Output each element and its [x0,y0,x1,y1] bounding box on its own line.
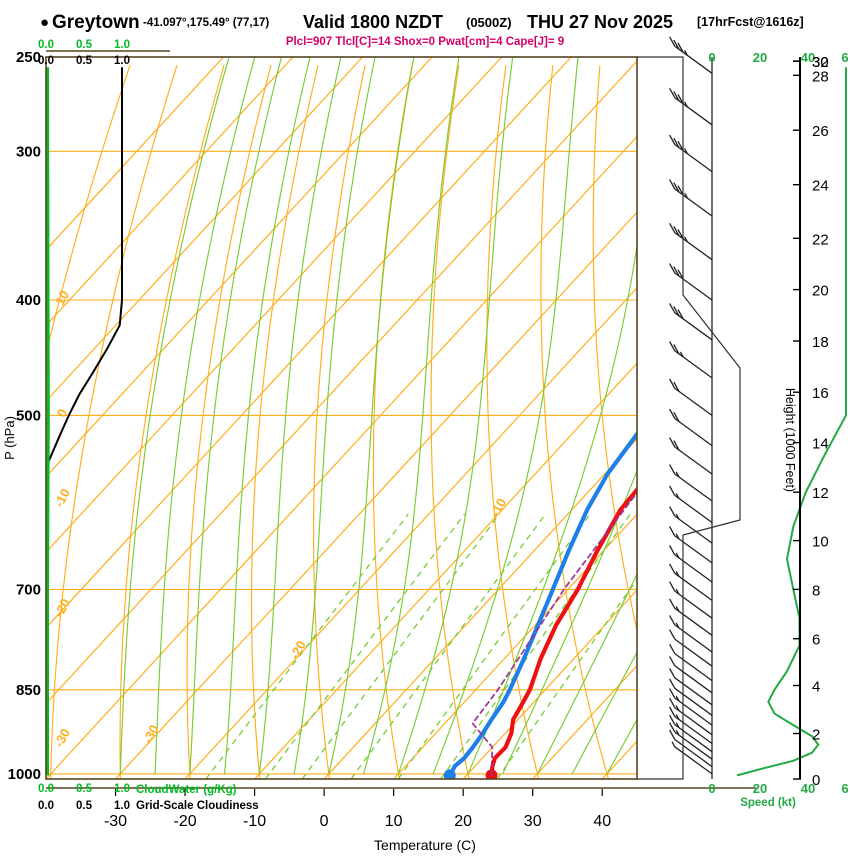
cloudwater-tick-top: 0.0 [38,39,54,51]
height-tick: 28 [812,68,829,85]
svg-text:-30: -30 [51,726,73,750]
pressure-axis-label: P (hPa) [2,416,17,460]
height-tick: 8 [812,582,820,599]
cloudiness-tick: 1.0 [114,800,130,812]
pressure-tick: 400 [16,292,41,309]
station-marker-icon: ● [40,14,49,31]
utc-time: (0500Z) [466,15,512,30]
height-tick: 18 [812,334,829,351]
height-tick: 22 [812,231,829,248]
svg-text:-20: -20 [51,596,73,620]
sounding-curves [443,430,637,779]
cloudwater-axis-label: CloudWater (g/Kg) [136,784,237,796]
height-tick: 24 [812,178,829,195]
pressure-tick: 500 [16,407,41,424]
pressure-tick: 1000 [8,766,41,783]
pressure-tick: 250 [16,49,41,66]
pressure-tick: 700 [16,581,41,598]
cloudwater-tick: 0.0 [38,783,54,795]
speed-tick-bottom: 6 [841,781,848,796]
temperature-axis-label: Temperature (C) [374,837,476,853]
speed-tick-top: 0 [708,50,715,65]
height-tick: 14 [812,436,829,453]
cloudiness-axis-label: Grid-Scale Cloudiness [136,800,259,812]
header-block: ● Greytown -41.097°,175.49° (77,17) Vali… [40,12,804,48]
cloudiness-tick-top: 0.0 [38,55,54,67]
temperature-tick: -30 [104,813,127,830]
speed-tick-top: 40 [801,50,815,65]
plot-frame [45,50,801,789]
cloudiness-tick-top: 0.5 [76,55,93,67]
svg-text:10: 10 [52,288,72,308]
height-tick: 32 [812,54,829,71]
temperature-tick: -10 [243,813,266,830]
cloud-profiles [45,67,123,776]
temperature-tick: -20 [173,813,196,830]
height-axis-label: Height (1000 Feet) [783,388,797,492]
height-tick: 26 [812,123,829,140]
temperature-tick: 30 [524,813,542,830]
station-coords: -41.097°,175.49° (77,17) [143,17,269,29]
svg-text:-20: -20 [287,638,309,662]
speed-tick-bottom: 20 [753,781,767,796]
pressure-tick: 850 [16,682,41,699]
height-tick: 16 [812,385,829,402]
forecast-stamp: [17hrFcst@1616z] [697,15,804,29]
height-tick: 12 [812,485,829,502]
height-tick: 2 [812,727,820,744]
svg-text:-10: -10 [51,486,73,510]
pressure-tick: 300 [16,143,41,160]
height-tick: 4 [812,679,820,696]
speed-tick-bottom: 0 [708,781,715,796]
height-tick: 6 [812,632,820,649]
temperature-tick: 10 [385,813,403,830]
wind-speed-profile [736,67,847,777]
cloudwater-tick-top: 0.5 [76,39,93,51]
valid-date: THU 27 Nov 2025 [527,12,673,32]
speed-tick-top: 6 [841,50,848,65]
cloudiness-tick: 0.0 [38,800,54,812]
valid-time: Valid 1800 NZDT [303,12,443,32]
speed-tick-bottom: 40 [801,781,815,796]
cloudiness-tick: 0.5 [76,800,93,812]
temperature-tick: 40 [593,813,611,830]
height-tick: 10 [812,534,829,551]
temperature-tick: 0 [320,813,329,830]
speed-axis-label: Speed (kt) [740,797,796,809]
cloudiness-tick-top: 1.0 [114,55,130,67]
height-tick: 30 [812,54,829,71]
cloudwater-tick-top: 1.0 [114,39,130,51]
station-name: Greytown [52,12,140,33]
wind-barb-column [669,36,713,779]
cloudwater-tick: 1.0 [114,783,130,795]
height-tick: 0 [812,772,820,789]
svg-text:-10: -10 [487,496,509,520]
speed-tick-top: 20 [753,50,767,65]
temperature-tick: 20 [454,813,472,830]
stability-indices: Plcl=907 Tlcl[C]=14 Shox=0 Pwat[cm]=4 Ca… [286,36,564,48]
cloudwater-tick: 0.5 [76,783,93,795]
svg-text:-30: -30 [140,722,162,746]
height-tick: 20 [812,283,829,300]
